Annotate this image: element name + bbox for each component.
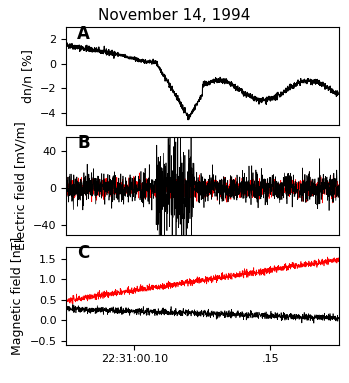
Y-axis label: Electric field [mV/m]: Electric field [mV/m] [15,121,28,250]
Text: C: C [77,244,89,262]
Y-axis label: dn/n [%]: dn/n [%] [22,49,35,103]
Text: November 14, 1994: November 14, 1994 [98,8,251,23]
Y-axis label: Magnetic field [nT]: Magnetic field [nT] [11,237,24,355]
Text: A: A [77,25,90,43]
Text: B: B [77,134,90,152]
